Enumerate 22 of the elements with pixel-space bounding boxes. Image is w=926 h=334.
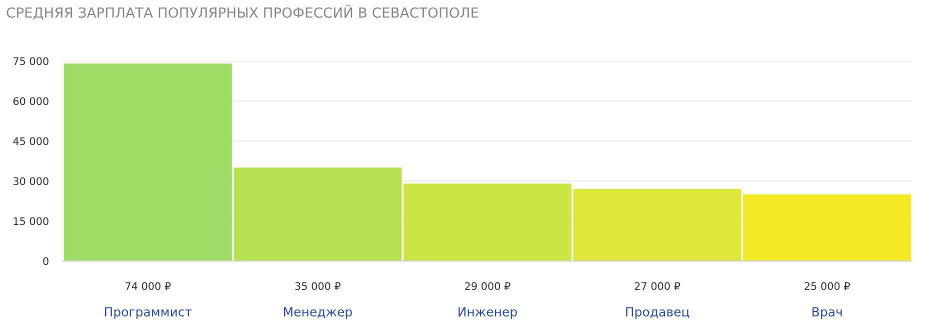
bar	[573, 189, 742, 261]
data-label: 35 000 ₽	[295, 282, 341, 290]
data-label: 29 000 ₽	[465, 282, 510, 290]
x-tick-label: Врач	[812, 307, 842, 319]
chart-title: СРЕДНЯЯ ЗАРПЛАТА ПОПУЛЯРНЫХ ПРОФЕССИЙ В СЕВАСТОПОЛЕ	[6, 4, 478, 20]
bar	[234, 168, 402, 261]
bar	[743, 194, 912, 261]
x-tick-label: Программист	[104, 307, 192, 319]
bar	[64, 64, 232, 261]
x-tick-label: Продавец	[626, 307, 690, 319]
x-tick-label: Инженер	[458, 307, 517, 319]
y-tick-label: 15 000	[14, 217, 48, 226]
y-tick-label: 75 000	[14, 57, 48, 66]
data-label: 74 000 ₽	[126, 282, 171, 290]
bar	[403, 184, 572, 261]
data-label: 25 000 ₽	[804, 282, 850, 290]
data-label: 27 000 ₽	[634, 282, 680, 290]
y-tick-label: 0	[43, 257, 48, 266]
y-tick-label: 30 000	[13, 177, 48, 186]
y-tick-label: 45 000	[13, 137, 48, 146]
x-tick-label: Менеджер	[284, 307, 352, 319]
y-tick-label: 60 000	[13, 97, 48, 106]
